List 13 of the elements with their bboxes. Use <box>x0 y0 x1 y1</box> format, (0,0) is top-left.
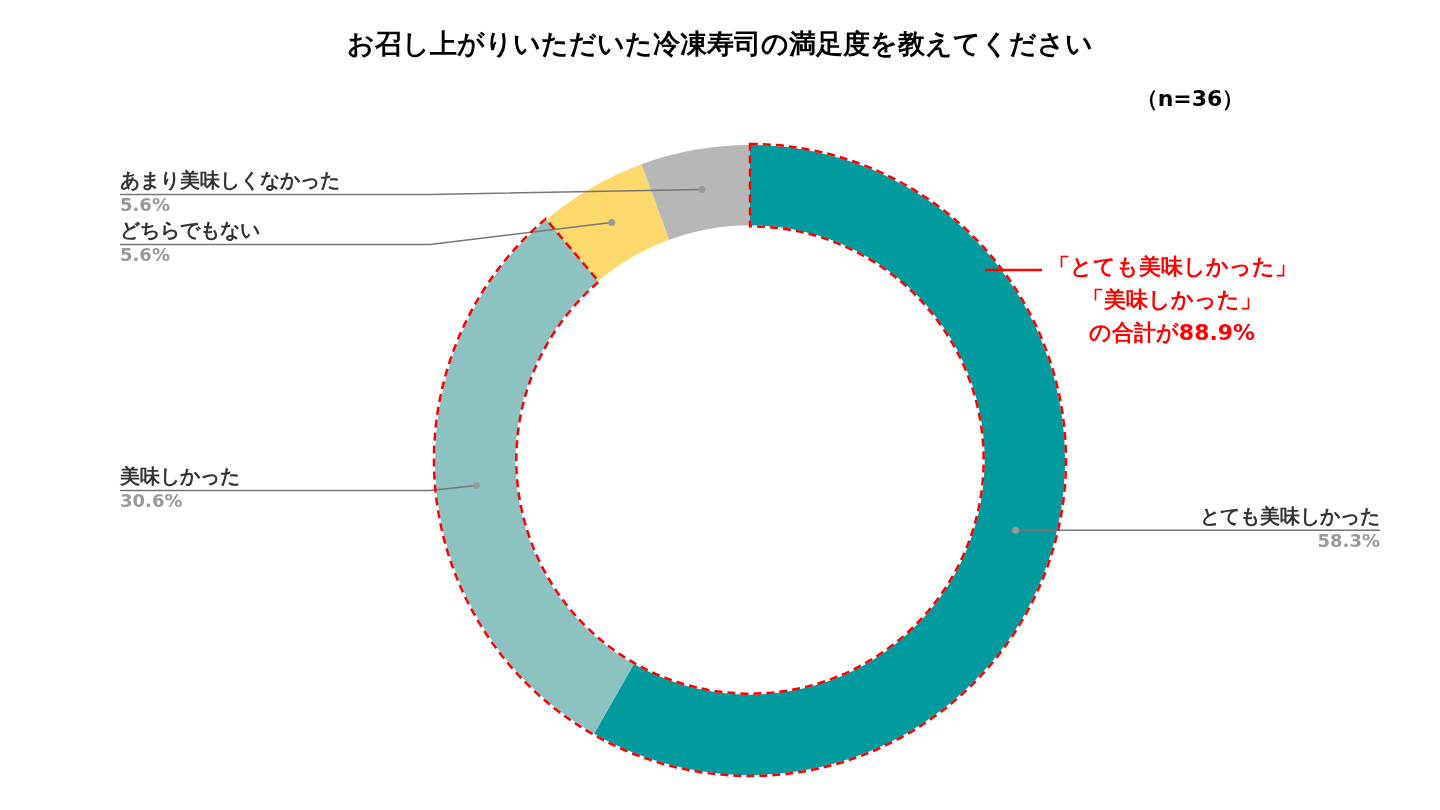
data-label: 5.6% <box>120 244 170 266</box>
slice-label: どちらでもない <box>120 217 260 242</box>
slice-label: とても美味しかった <box>1200 503 1380 528</box>
text: の合計が88.9% <box>1088 319 1256 345</box>
data-label: 58.3% <box>1317 530 1380 552</box>
chart-title: お召し上がりいただいた冷凍寿司の満足度を教えてください <box>347 28 1093 60</box>
slice-label: あまり美味しくなかった <box>120 167 340 192</box>
slice-label: 美味しかった <box>119 463 240 488</box>
text: 「美味しかった」 <box>1082 286 1262 312</box>
data-label: 30.6% <box>120 490 183 512</box>
chart-subtitle: （n=36） <box>1135 85 1245 111</box>
data-label: 5.6% <box>120 194 170 216</box>
text: 「とても美味しかった」 <box>1047 253 1297 279</box>
